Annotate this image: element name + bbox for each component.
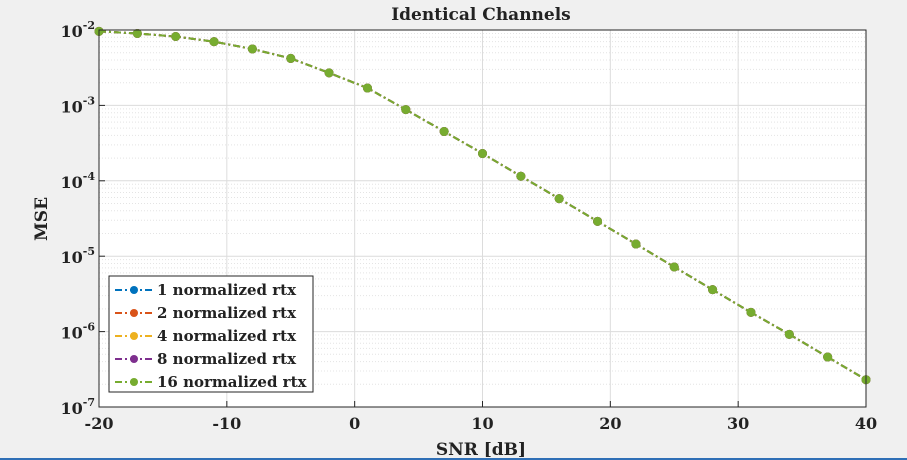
y-tick-label: 10-3 (61, 94, 96, 116)
window-bottom-border (0, 458, 907, 460)
legend-label: 1 normalized rtx (157, 281, 297, 299)
legend-item: 4 normalized rtx (115, 327, 297, 345)
legend-label: 2 normalized rtx (157, 304, 297, 322)
data-point (631, 239, 641, 249)
data-point (823, 352, 833, 362)
legend-marker (130, 309, 138, 317)
x-tick-label: 0 (349, 414, 360, 433)
data-point (593, 216, 603, 226)
data-point (784, 329, 794, 339)
legend-item: 16 normalized rtx (115, 373, 308, 391)
series-5 (94, 26, 871, 385)
data-point (171, 31, 181, 41)
data-point (554, 194, 564, 204)
x-tick-label: 10 (471, 414, 493, 433)
data-point (401, 105, 411, 115)
legend-item: 8 normalized rtx (115, 350, 297, 368)
x-tick-label: 30 (727, 414, 749, 433)
legend-label: 4 normalized rtx (157, 327, 297, 345)
data-point (746, 307, 756, 317)
y-tick-label: 10-6 (61, 321, 96, 343)
x-axis-label: SNR [dB] (436, 440, 526, 460)
legend-label: 8 normalized rtx (157, 350, 297, 368)
y-tick-label: 10-5 (61, 245, 96, 267)
data-point (478, 149, 487, 159)
data-point (362, 83, 372, 93)
y-tick-label: 10-7 (61, 396, 96, 418)
legend-box (108, 275, 314, 393)
x-tick-label: -10 (212, 414, 241, 433)
data-point (708, 285, 718, 295)
data-point (669, 262, 679, 272)
x-tick-label: 40 (855, 414, 877, 433)
legend-marker (130, 355, 138, 363)
series-layer (94, 26, 871, 385)
y-axis-label: MSE (32, 197, 52, 241)
data-point (286, 53, 296, 63)
x-axis-ticks: -20 -10 0 10 20 30 40 (85, 401, 877, 433)
legend: 1 normalized rtx 2 normalized rtx 4 normal… (108, 275, 314, 393)
y-tick-label: 10-2 (61, 19, 96, 41)
data-point (516, 171, 526, 181)
data-point (132, 28, 142, 38)
y-axis-ticks: 10-2 10-3 10-4 10-5 10-6 10-7 (61, 19, 105, 418)
legend-marker (130, 378, 138, 386)
chart-title: Identical Channels (391, 5, 571, 25)
y-tick-label: 10-4 (61, 170, 96, 192)
legend-item: 1 normalized rtx (115, 281, 297, 299)
x-tick-label: 20 (599, 414, 621, 433)
data-point (439, 127, 449, 137)
legend-item: 2 normalized rtx (115, 304, 297, 322)
legend-marker (130, 332, 138, 340)
x-tick-label: -20 (85, 414, 114, 433)
legend-label: 16 normalized rtx (157, 373, 308, 391)
legend-marker (130, 286, 138, 294)
data-point (324, 68, 334, 78)
data-point (247, 44, 257, 54)
data-point (209, 37, 219, 47)
